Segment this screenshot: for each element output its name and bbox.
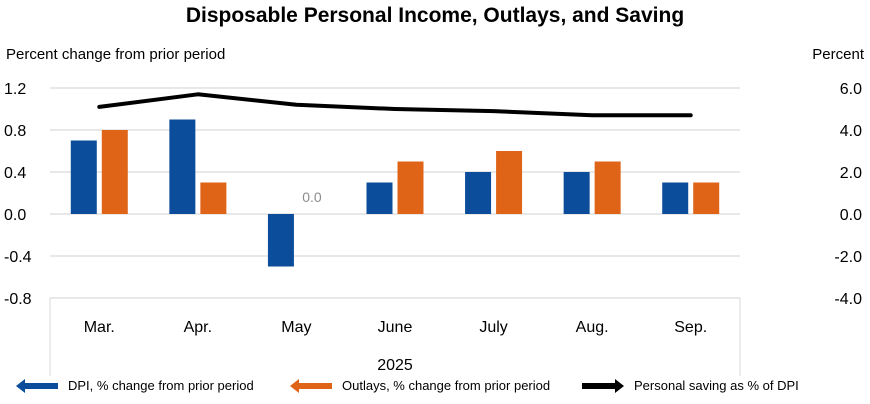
x-tick-label: Aug. bbox=[576, 319, 609, 336]
bar-dpi bbox=[366, 182, 393, 214]
y-tick-left: 0.0 bbox=[4, 207, 26, 224]
x-tick-label: Mar. bbox=[84, 319, 115, 336]
bar-dpi bbox=[662, 182, 689, 214]
x-tick-label: Sep. bbox=[674, 319, 707, 336]
y-tick-left: 0.4 bbox=[4, 165, 26, 182]
chart-title: Disposable Personal Income, Outlays, and… bbox=[185, 4, 685, 27]
bar-dpi bbox=[169, 119, 196, 214]
chart-plot: 1.2 0.8 0.4 0.0 -0.4 -0.8 6.0 4.0 2.0 0.0 -2.0 -4.0… bbox=[4, 81, 862, 376]
legend-dpi-arrow-icon bbox=[16, 378, 58, 393]
y-tick-right: 0.0 bbox=[840, 207, 862, 224]
y-tick-right: 4.0 bbox=[840, 123, 862, 140]
saving-rate-line bbox=[97, 92, 693, 118]
legend-label-dpi: DPI, % change from prior period bbox=[68, 378, 254, 393]
y-tick-left: 0.8 bbox=[4, 123, 26, 140]
legend-outlays-arrow-icon bbox=[290, 378, 332, 393]
bar-outlays bbox=[496, 151, 523, 214]
bar-outlays bbox=[693, 182, 720, 214]
y-tick-left: -0.8 bbox=[4, 291, 32, 308]
bar-dpi bbox=[70, 140, 97, 214]
legend-item-outlays: Outlays, % change from prior period bbox=[290, 378, 550, 393]
x-axis-label: 2025 bbox=[377, 357, 413, 374]
bar-dpi bbox=[563, 172, 590, 214]
legend: DPI, % change from prior period Outlays,… bbox=[0, 378, 870, 400]
legend-item-saving: Personal saving as % of DPI bbox=[582, 378, 799, 393]
legend-saving-arrow-icon bbox=[582, 378, 624, 393]
y-tick-left: -0.4 bbox=[4, 249, 32, 266]
legend-item-dpi: DPI, % change from prior period bbox=[16, 378, 254, 393]
x-tick-label: July bbox=[479, 319, 507, 336]
y-tick-left: 1.2 bbox=[4, 81, 26, 98]
y-tick-right: -4.0 bbox=[834, 291, 862, 308]
bar-outlays bbox=[101, 130, 128, 214]
y-axis-left-label: Percent change from prior period bbox=[6, 46, 226, 63]
bar-outlays bbox=[200, 182, 227, 214]
y-tick-right: 6.0 bbox=[840, 81, 862, 98]
y-axis-right-label: Percent bbox=[812, 46, 864, 63]
legend-label-outlays: Outlays, % change from prior period bbox=[342, 378, 551, 393]
x-tick-label: Apr. bbox=[184, 319, 212, 336]
bar-outlays bbox=[397, 161, 424, 214]
bar-outlays bbox=[594, 161, 621, 214]
x-tick-label: May bbox=[281, 319, 311, 336]
legend-label-saving: Personal saving as % of DPI bbox=[634, 378, 799, 393]
data-label: 0.0 bbox=[302, 189, 322, 205]
x-tick-label: June bbox=[378, 319, 413, 336]
y-tick-right: 2.0 bbox=[840, 165, 862, 182]
y-tick-right: -2.0 bbox=[834, 249, 862, 266]
bar-dpi bbox=[465, 172, 492, 214]
bar-dpi bbox=[267, 214, 294, 267]
